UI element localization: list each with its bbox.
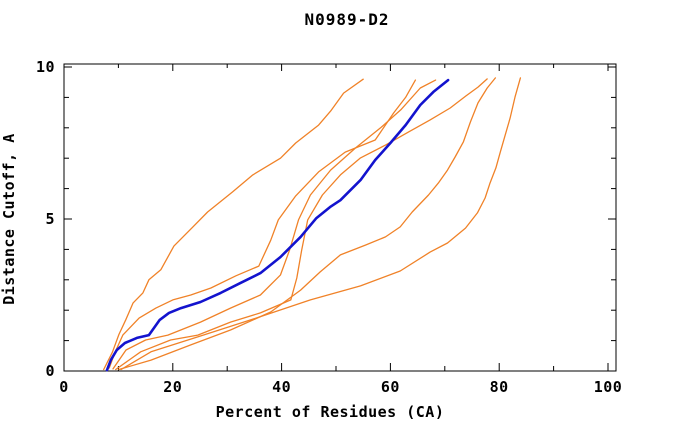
orange-curve-2	[108, 79, 417, 369]
plot-border	[63, 63, 617, 372]
x-tick-label: 0	[59, 378, 69, 396]
x-tick-label: 40	[272, 378, 291, 396]
x-tick-label: 60	[381, 378, 400, 396]
blue-highlight-curve	[105, 78, 450, 372]
x-tick-label: 100	[594, 378, 623, 396]
x-tick-label: 80	[490, 378, 509, 396]
x-tick-label: 20	[163, 378, 182, 396]
y-tick-label: 0	[45, 362, 55, 380]
orange-curve-5	[118, 77, 497, 371]
orange-curve-1	[103, 78, 364, 371]
y-tick-label: 5	[45, 210, 55, 228]
y-tick-label: 10	[36, 58, 55, 76]
chart-title: N0989-D2	[304, 10, 390, 29]
x-axis-title: Percent of Residues (CA)	[215, 403, 445, 421]
orange-curve-4	[115, 78, 488, 371]
y-axis-title: Distance Cutoff, A	[0, 133, 18, 305]
orange-curve-6	[120, 77, 522, 371]
